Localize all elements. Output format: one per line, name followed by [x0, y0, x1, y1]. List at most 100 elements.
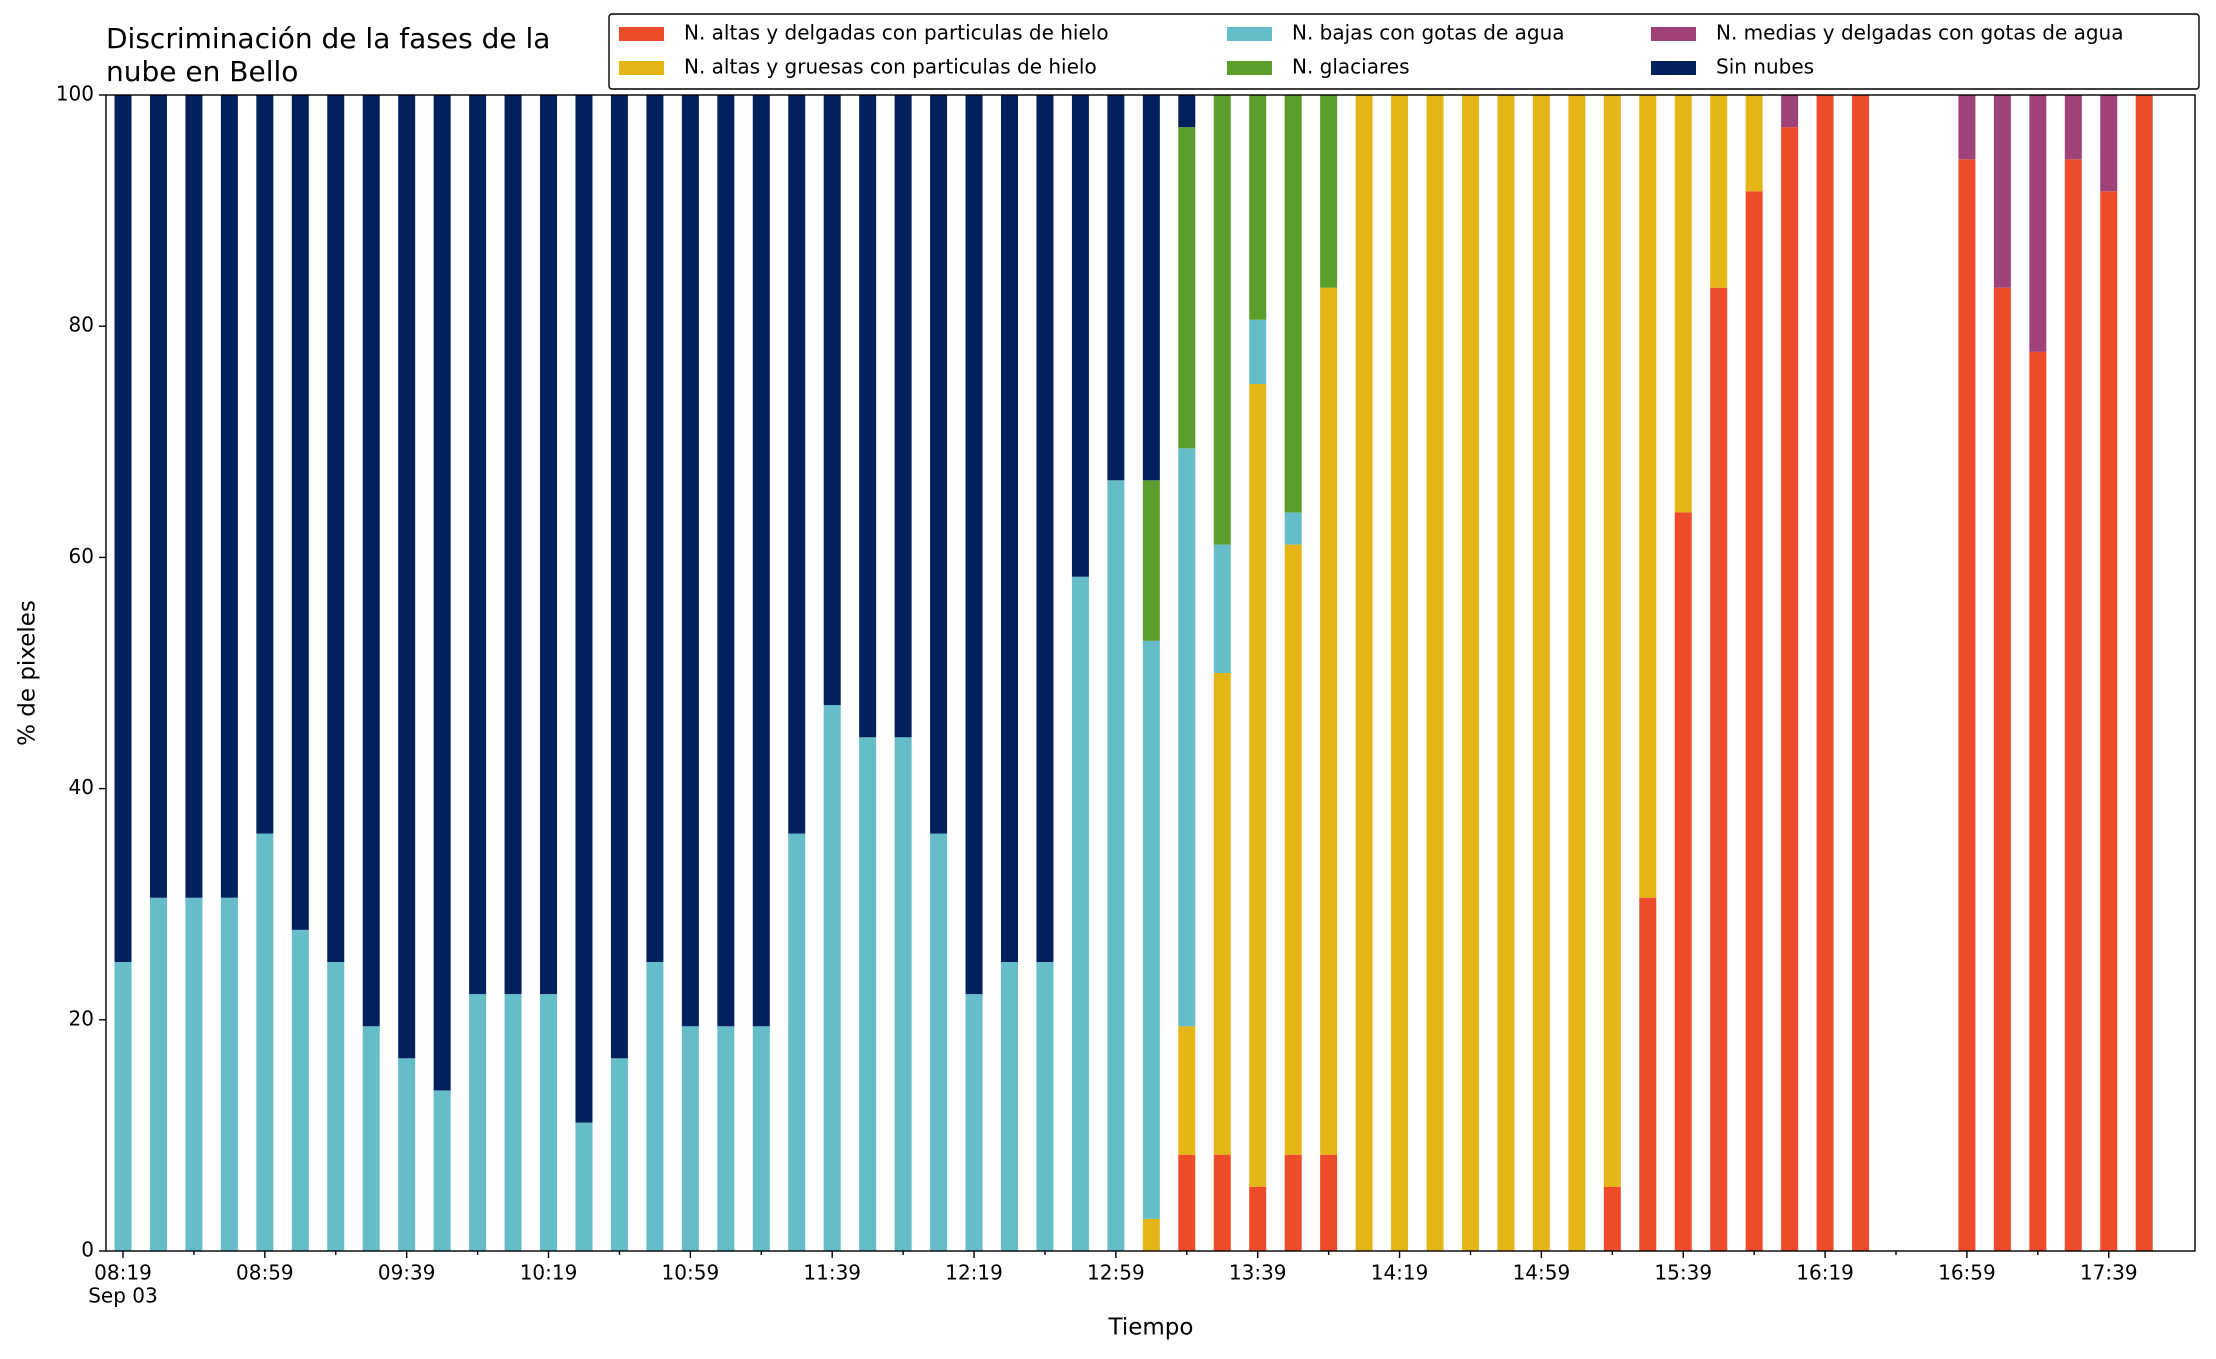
bar-segment: [1391, 95, 1409, 1251]
bar-segment: [362, 1026, 380, 1251]
bar-segment: [1852, 95, 1870, 1251]
x-tick-label: 12:59: [1087, 1261, 1145, 1285]
bar-segment: [362, 95, 380, 1027]
legend-swatch: [619, 27, 664, 41]
bar-segment: [610, 95, 628, 1059]
bar-segment: [327, 95, 345, 962]
bar-segment: [1001, 95, 1018, 962]
bar-segment: [2100, 95, 2118, 192]
y-tick-label: 100: [56, 82, 94, 106]
bar-segment: [433, 95, 451, 1091]
bar-segment: [1710, 287, 1728, 1251]
bar-segment: [1603, 1186, 1621, 1251]
bar-segment: [469, 95, 487, 995]
bar-segment: [1816, 95, 1834, 1251]
y-tick-label: 0: [81, 1238, 94, 1262]
bar-segment: [1142, 1218, 1160, 1251]
bar-segment: [2100, 191, 2118, 1251]
bar-segment: [1178, 1026, 1196, 1155]
y-tick-label: 20: [69, 1006, 94, 1030]
bar-segment: [1178, 127, 1196, 449]
bar-segment: [2064, 95, 2082, 160]
bar-segment: [185, 897, 203, 1251]
bar-segment: [1249, 1186, 1267, 1251]
bar-segment: [1071, 95, 1089, 577]
bar-segment: [894, 737, 912, 1251]
y-tick-label: 60: [69, 544, 94, 568]
bar-segment: [1178, 448, 1196, 1027]
bar-segment: [1745, 191, 1763, 1251]
bar-segment: [1568, 95, 1586, 1251]
x-tick-label: 10:19: [520, 1261, 578, 1285]
legend-swatch: [1227, 61, 1272, 75]
x-tick-label: 09:39: [378, 1261, 436, 1285]
y-tick-label: 80: [69, 313, 94, 337]
bar-segment: [965, 994, 983, 1251]
bar-segment: [504, 994, 522, 1251]
bar-segment: [1142, 95, 1160, 481]
bar-segment: [930, 833, 948, 1251]
plot-frame: [105, 94, 2196, 1252]
bar-segment: [1284, 544, 1302, 1155]
legend-label: N. altas y delgadas con particulas de hi…: [684, 21, 1109, 45]
x-tick-label: 16:59: [1938, 1261, 1996, 1285]
legend-swatch: [1651, 61, 1696, 75]
bar-segment: [1745, 95, 1763, 192]
bar-segment: [1639, 897, 1657, 1251]
bar-segment: [1958, 159, 1976, 1252]
chart-title: Discriminación de la fases de la: [106, 22, 550, 55]
bar-segment: [114, 95, 132, 962]
bar-segment: [1461, 95, 1479, 1251]
bar-segment: [1355, 95, 1373, 1251]
bar-segment: [1781, 127, 1799, 1251]
x-tick-label: 10:59: [662, 1261, 720, 1285]
chart-title: nube en Bello: [106, 55, 298, 88]
legend-swatch: [1227, 27, 1272, 41]
bar-segment: [1958, 95, 1976, 160]
bar-segment: [1249, 384, 1267, 1187]
bar-segment: [220, 95, 238, 898]
bar-segment: [504, 95, 522, 995]
legend-swatch: [1651, 27, 1696, 41]
bar-segment: [752, 95, 770, 1027]
bar-segment: [681, 95, 699, 1027]
bar-segment: [1213, 95, 1231, 545]
x-tick-label: 14:59: [1513, 1261, 1571, 1285]
bar-segment: [327, 962, 345, 1251]
bar-segment: [149, 897, 167, 1251]
bar-segment: [823, 95, 841, 706]
bar-segment: [433, 1090, 451, 1251]
x-tick-label: 16:19: [1796, 1261, 1854, 1285]
bar-segment: [1107, 95, 1125, 481]
bar-segment: [1639, 95, 1657, 898]
bar-segment: [859, 95, 877, 738]
legend-label: N. medias y delgadas con gotas de agua: [1716, 21, 2124, 45]
bar-segment: [575, 1122, 593, 1251]
x-tick-label: 14:19: [1371, 1261, 1429, 1285]
x-tick-label: 13:39: [1229, 1261, 1287, 1285]
x-tick-label: 08:59: [236, 1261, 294, 1285]
bar-segment: [398, 95, 416, 1059]
bar-segment: [1142, 640, 1160, 1219]
bar-segment: [646, 962, 664, 1251]
legend-swatch: [619, 61, 664, 75]
bar-segment: [1107, 480, 1125, 1251]
bar-segment: [823, 705, 841, 1251]
bar-segment: [1178, 1154, 1196, 1251]
bar-segment: [681, 1026, 699, 1251]
bar-segment: [1001, 962, 1018, 1251]
bar-segment: [1036, 95, 1054, 962]
bar-segment: [1532, 95, 1550, 1251]
bar-segment: [1284, 1154, 1302, 1251]
x-axis-label: Tiempo: [1108, 1315, 1194, 1341]
bar-segment: [1284, 512, 1302, 545]
bar-segment: [540, 95, 558, 995]
bar-segment: [1781, 95, 1799, 128]
bar-segment: [1320, 1154, 1338, 1251]
bar-segment: [717, 1026, 735, 1251]
bar-segment: [894, 95, 912, 738]
bar-segment: [1213, 1154, 1231, 1251]
bar-segment: [788, 833, 806, 1251]
bar-segment: [1603, 95, 1621, 1187]
bar-segment: [2029, 351, 2047, 1252]
